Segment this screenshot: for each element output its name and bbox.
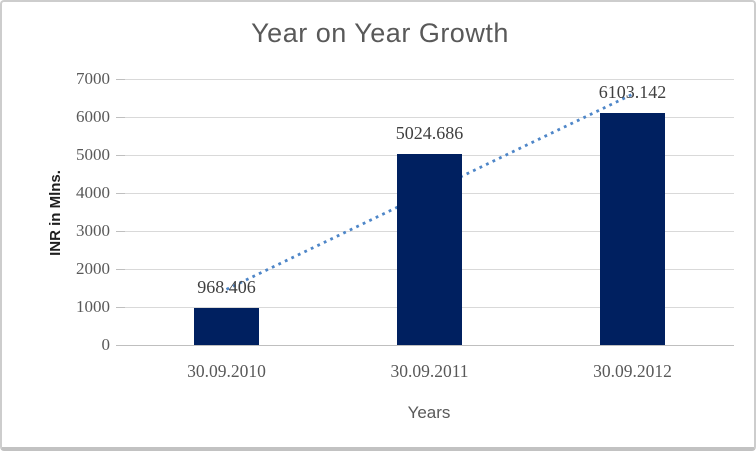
y-tick-mark [116,78,125,80]
category-label: 30.09.2011 [390,361,469,381]
value-label: 5024.686 [395,123,464,144]
bar-30.09.2011 [397,154,462,345]
value-label: 968.406 [197,277,256,298]
y-tick-mark [116,344,125,346]
value-label: 6103.142 [598,82,667,103]
y-tick-label: 2000 [76,259,110,278]
y-tick-mark [116,306,125,308]
y-tick-mark [116,154,125,156]
y-tick-mark [116,116,125,118]
y-tick-label: 4000 [76,183,110,202]
y-tick-mark [116,268,125,270]
gridline [125,116,734,118]
x-axis-title: Years [407,403,451,422]
chart-title: Year on Year Growth [251,18,509,48]
y-tick-label: 1000 [76,297,110,316]
y-tick-label: 7000 [76,69,110,88]
gridline [125,344,734,346]
bar-30.09.2012 [600,113,665,345]
y-tick-label: 3000 [76,221,110,240]
category-label: 30.09.2010 [187,361,266,381]
y-tick-mark [116,230,125,232]
y-tick-label: 6000 [76,107,110,126]
y-tick-label: 5000 [76,145,110,164]
gridline [125,78,734,80]
category-label: 30.09.2012 [593,361,672,381]
y-tick-label: 0 [101,335,111,354]
bar-30.09.2010 [194,308,259,345]
y-tick-mark [116,192,125,194]
